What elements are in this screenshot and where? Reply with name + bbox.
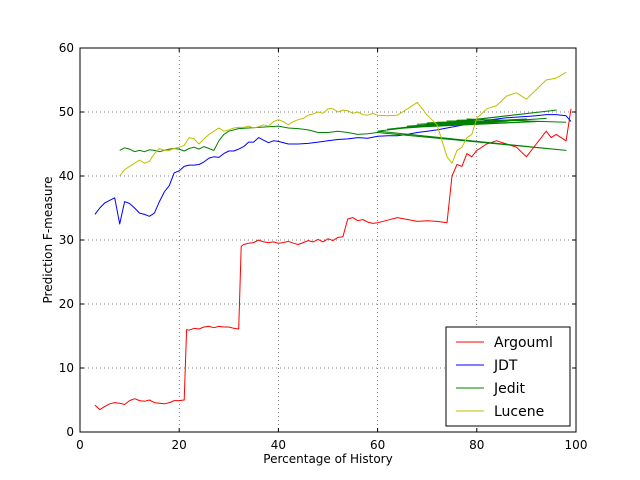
series-line-argouml <box>94 108 572 411</box>
x-tick-label: 60 <box>370 438 385 452</box>
y-tick-label: 0 <box>66 425 74 439</box>
series-line-jdt <box>94 114 572 225</box>
x-tick-label: 100 <box>565 438 588 452</box>
grid-lines <box>80 48 576 432</box>
x-tick-label: 80 <box>469 438 484 452</box>
legend: Argouml JDT Jedit Lucene <box>445 326 571 427</box>
legend-box <box>445 326 571 427</box>
y-tick-label: 50 <box>59 105 74 119</box>
x-tick-label: 20 <box>172 438 187 452</box>
x-axis-label: Percentage of History <box>263 452 392 466</box>
legend-label-lucene: Lucene <box>494 404 544 420</box>
axis-ticks: 0 20 40 60 80 100 0 10 20 30 40 50 60 <box>59 41 588 452</box>
y-tick-label: 30 <box>59 233 74 247</box>
legend-label-argouml: Argouml <box>494 335 553 351</box>
series-line-lucene <box>119 71 567 177</box>
y-tick-label: 60 <box>59 41 74 55</box>
legend-label-jdt: JDT <box>493 358 518 374</box>
x-tick-label: 0 <box>76 438 84 452</box>
series-line-jedit <box>119 109 567 153</box>
y-tick-label: 10 <box>59 361 74 375</box>
legend-label-jedit: Jedit <box>493 381 526 397</box>
series-lines <box>94 71 572 411</box>
x-tick-label: 40 <box>271 438 286 452</box>
y-axis-label: Prediction F-measure <box>41 177 55 304</box>
y-tick-label: 20 <box>59 297 74 311</box>
y-tick-label: 40 <box>59 169 74 183</box>
